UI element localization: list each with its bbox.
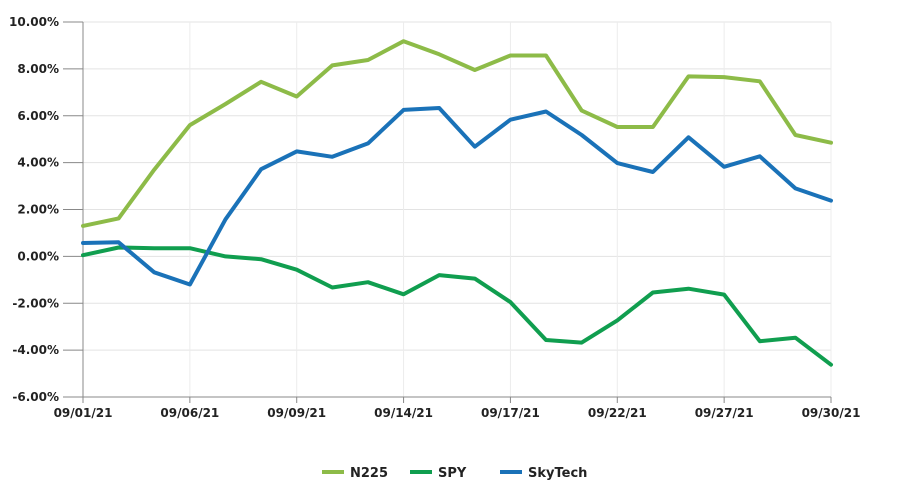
x-tick-label: 09/30/21 [802, 406, 861, 420]
legend-label-n225: N225 [350, 466, 388, 481]
y-axis-ticks: -6.00% -4.00% -2.00% 0.00% 2.00% 4.00% 6.00% 8.… [9, 15, 83, 404]
y-tick-label: 2.00% [17, 203, 59, 217]
x-axis-ticks: 09/01/21 09/06/21 09/09/21 09/14/21 09/17/21… [54, 397, 861, 420]
series-line-spy [81, 245, 833, 367]
x-tick-label: 09/01/21 [54, 406, 113, 420]
series-line-skytech [81, 106, 833, 287]
y-tick-label: -2.00% [12, 296, 59, 310]
x-tick-label: 09/09/21 [267, 406, 326, 420]
legend-label-spy: SPY [438, 466, 467, 481]
y-tick-label: 4.00% [17, 156, 59, 170]
x-tick-label: 09/14/21 [374, 406, 433, 420]
series-line-n225 [81, 39, 833, 228]
y-tick-label: -6.00% [12, 390, 59, 404]
y-tick-label: -4.00% [12, 343, 59, 357]
x-tick-label: 09/22/21 [588, 406, 647, 420]
series-lines [81, 39, 833, 367]
x-tick-label: 09/17/21 [481, 406, 540, 420]
y-tick-label: 8.00% [17, 62, 59, 76]
grid-lines [82, 21, 832, 398]
y-tick-label: 6.00% [17, 109, 59, 123]
x-tick-label: 09/06/21 [160, 406, 219, 420]
y-tick-label: 10.00% [9, 15, 59, 29]
x-tick-label: 09/27/21 [695, 406, 754, 420]
legend-label-skytech: SkyTech [528, 466, 587, 481]
y-tick-label: 0.00% [17, 249, 59, 263]
legend: N225 SPY SkyTech [322, 466, 587, 481]
